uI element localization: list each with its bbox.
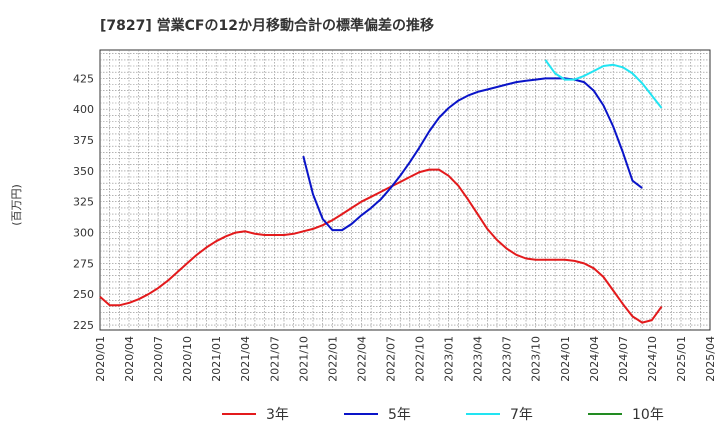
x-tick-label: 2022/04 bbox=[355, 336, 368, 382]
x-tick-label: 2020/04 bbox=[123, 336, 136, 382]
y-tick-label: 300 bbox=[73, 227, 94, 240]
x-tick-label: 2023/10 bbox=[530, 336, 543, 382]
x-tick-label: 2022/01 bbox=[326, 336, 339, 382]
x-tick-label: 2021/04 bbox=[239, 336, 252, 382]
x-tick-label: 2021/10 bbox=[297, 336, 310, 382]
y-axis-label: (百万円) bbox=[10, 184, 23, 226]
x-tick-label: 2023/01 bbox=[443, 336, 456, 382]
y-tick-label: 250 bbox=[73, 288, 94, 301]
x-tick-label: 2020/01 bbox=[94, 336, 107, 382]
chart-title: [7827] 営業CFの12か月移動合計の標準偏差の推移 bbox=[100, 17, 434, 34]
y-tick-label: 400 bbox=[73, 103, 94, 116]
x-tick-label: 2024/04 bbox=[588, 336, 601, 382]
legend-label: 7年 bbox=[510, 407, 533, 423]
y-tick-label: 350 bbox=[73, 165, 94, 178]
x-tick-label: 2025/04 bbox=[704, 336, 717, 382]
y-tick-label: 325 bbox=[73, 196, 94, 209]
y-tick-label: 275 bbox=[73, 257, 94, 270]
series-line bbox=[302, 77, 643, 232]
x-tick-label: 2020/10 bbox=[181, 336, 194, 382]
y-tick-label: 425 bbox=[73, 72, 94, 85]
y-tick-label: 225 bbox=[73, 319, 94, 332]
x-tick-label: 2021/01 bbox=[210, 336, 223, 382]
x-axis: 2020/01 2020/04 2020/07 2020/10 2021/01 2021/… bbox=[94, 336, 717, 382]
series-line bbox=[99, 168, 663, 324]
series-line bbox=[544, 59, 663, 109]
legend-label: 3年 bbox=[266, 407, 289, 423]
y-tick-label: 375 bbox=[73, 134, 94, 147]
x-tick-label: 2023/07 bbox=[501, 336, 514, 382]
y-axis: 225 250 275 300 325 350 375 400 425 bbox=[73, 72, 94, 332]
x-tick-label: 2021/07 bbox=[268, 336, 281, 382]
x-tick-label: 2022/07 bbox=[385, 336, 398, 382]
legend-label: 10年 bbox=[632, 407, 664, 423]
legend-label: 5年 bbox=[388, 407, 411, 423]
x-tick-label: 2024/07 bbox=[617, 336, 630, 382]
x-tick-label: 2020/07 bbox=[152, 336, 165, 382]
grid-lines bbox=[100, 50, 710, 330]
x-tick-label: 2022/10 bbox=[414, 336, 427, 382]
series-lines bbox=[99, 59, 663, 324]
legend: 3年 5年 7年 10年 bbox=[222, 407, 664, 423]
x-tick-label: 2023/04 bbox=[472, 336, 485, 382]
x-tick-label: 2024/10 bbox=[646, 336, 659, 382]
x-tick-label: 2024/01 bbox=[559, 336, 572, 382]
x-tick-label: 2025/01 bbox=[675, 336, 688, 382]
